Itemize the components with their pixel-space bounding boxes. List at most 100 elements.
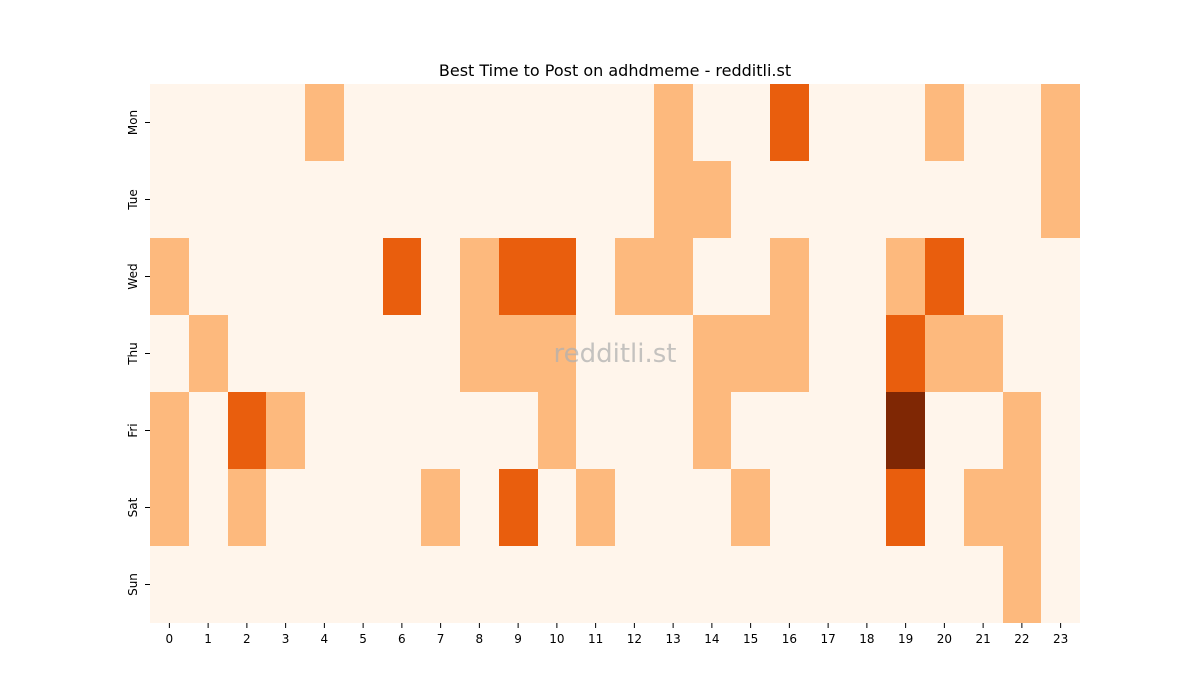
- x-tick-label: 7: [437, 632, 445, 646]
- x-tick-label: 22: [1014, 632, 1029, 646]
- heatmap-cell-fri-13: [654, 392, 693, 469]
- heatmap-cell-sat-4: [305, 469, 344, 546]
- heatmap-cell-tue-7: [421, 161, 460, 238]
- heatmap-cell-wed-4: [305, 238, 344, 315]
- heatmap-cell-wed-8: [460, 238, 499, 315]
- heatmap-cell-fri-1: [189, 392, 228, 469]
- x-tick-label: 11: [588, 632, 603, 646]
- heatmap-cell-thu-9: [499, 315, 538, 392]
- x-tick-label: 23: [1053, 632, 1068, 646]
- heatmap-cell-tue-4: [305, 161, 344, 238]
- heatmap-cell-sat-11: [576, 469, 615, 546]
- heatmap-cell-mon-0: [150, 84, 189, 161]
- heatmap-cell-sat-19: [886, 469, 925, 546]
- heatmap-cell-tue-2: [228, 161, 266, 238]
- heatmap-cell-mon-9: [499, 84, 538, 161]
- heatmap-cell-sat-15: [731, 469, 770, 546]
- heatmap-cell-thu-12: [615, 315, 654, 392]
- heatmap-cell-fri-14: [693, 392, 731, 469]
- x-tick-label: 10: [549, 632, 564, 646]
- heatmap-cell-thu-23: [1041, 315, 1080, 392]
- heatmap-cell-fri-0: [150, 392, 189, 469]
- heatmap-cell-thu-16: [770, 315, 809, 392]
- heatmap-cell-fri-15: [731, 392, 770, 469]
- heatmap-cell-sat-13: [654, 469, 693, 546]
- heatmap-cell-mon-10: [538, 84, 576, 161]
- heatmap-cell-fri-6: [383, 392, 421, 469]
- heatmap-cell-tue-11: [576, 161, 615, 238]
- heatmap-cell-mon-8: [460, 84, 499, 161]
- heatmap-cell-sun-8: [460, 546, 499, 623]
- heatmap-cell-tue-12: [615, 161, 654, 238]
- heatmap-cell-sun-17: [809, 546, 848, 623]
- heatmap-cell-sun-5: [344, 546, 383, 623]
- heatmap-cell-fri-22: [1003, 392, 1041, 469]
- x-tick-label: 0: [166, 632, 174, 646]
- heatmap-cell-sat-3: [266, 469, 305, 546]
- heatmap-cell-thu-4: [305, 315, 344, 392]
- x-tick-label: 19: [898, 632, 913, 646]
- heatmap-cell-sat-10: [538, 469, 576, 546]
- heatmap-cell-tue-19: [886, 161, 925, 238]
- heatmap-cell-fri-3: [266, 392, 305, 469]
- heatmap-cell-tue-8: [460, 161, 499, 238]
- y-tick-label: Fri: [126, 423, 140, 437]
- heatmap-cell-mon-2: [228, 84, 266, 161]
- heatmap-cell-thu-14: [693, 315, 731, 392]
- heatmap-cell-thu-0: [150, 315, 189, 392]
- heatmap-cell-tue-21: [964, 161, 1003, 238]
- heatmap-cell-mon-16: [770, 84, 809, 161]
- heatmap-cell-sun-16: [770, 546, 809, 623]
- heatmap-cell-sat-18: [848, 469, 886, 546]
- heatmap-cell-tue-3: [266, 161, 305, 238]
- y-tick-label: Wed: [126, 263, 140, 289]
- heatmap-cell-wed-0: [150, 238, 189, 315]
- heatmap-cell-thu-7: [421, 315, 460, 392]
- heatmap-cell-tue-14: [693, 161, 731, 238]
- heatmap-cell-sun-9: [499, 546, 538, 623]
- x-tick-label: 18: [859, 632, 874, 646]
- heatmap-cell-thu-13: [654, 315, 693, 392]
- heatmap-cell-thu-6: [383, 315, 421, 392]
- heatmap-cell-mon-6: [383, 84, 421, 161]
- heatmap-cell-tue-22: [1003, 161, 1041, 238]
- heatmap-cell-sun-6: [383, 546, 421, 623]
- heatmap-cell-mon-19: [886, 84, 925, 161]
- heatmap-cell-sun-22: [1003, 546, 1041, 623]
- heatmap-cell-wed-1: [189, 238, 228, 315]
- heatmap-cell-thu-20: [925, 315, 964, 392]
- heatmap-cell-wed-5: [344, 238, 383, 315]
- heatmap-cell-sun-20: [925, 546, 964, 623]
- heatmap-cell-mon-21: [964, 84, 1003, 161]
- heatmap-cell-thu-22: [1003, 315, 1041, 392]
- x-tick-label: 3: [282, 632, 290, 646]
- heatmap-cell-fri-7: [421, 392, 460, 469]
- heatmap-cell-wed-17: [809, 238, 848, 315]
- heatmap-cell-thu-2: [228, 315, 266, 392]
- heatmap-cell-tue-15: [731, 161, 770, 238]
- heatmap-cell-fri-12: [615, 392, 654, 469]
- heatmap-cell-thu-18: [848, 315, 886, 392]
- heatmap-cell-sun-23: [1041, 546, 1080, 623]
- x-tick-label: 15: [743, 632, 758, 646]
- x-tick-label: 16: [782, 632, 797, 646]
- y-tick-label: Thu: [126, 342, 140, 366]
- heatmap-cell-fri-17: [809, 392, 848, 469]
- heatmap-cell-wed-20: [925, 238, 964, 315]
- heatmap-cell-mon-7: [421, 84, 460, 161]
- heatmap-cell-fri-11: [576, 392, 615, 469]
- y-tick-label: Sat: [126, 497, 140, 517]
- heatmap-cell-wed-12: [615, 238, 654, 315]
- x-tick-label: 17: [820, 632, 835, 646]
- heatmap-cell-mon-23: [1041, 84, 1080, 161]
- heatmap-cell-mon-5: [344, 84, 383, 161]
- heatmap-cell-wed-6: [383, 238, 421, 315]
- heatmap-cell-tue-17: [809, 161, 848, 238]
- heatmap-cell-wed-14: [693, 238, 731, 315]
- heatmap-cell-mon-3: [266, 84, 305, 161]
- x-axis: 0 1 2 3 4 5 6 7 8 9 10 11 12 13 14 15 16 17 18 19 20 21 22 23: [166, 623, 1068, 646]
- heatmap-cell-sun-3: [266, 546, 305, 623]
- heatmap-cell-fri-18: [848, 392, 886, 469]
- heatmap-cell-wed-11: [576, 238, 615, 315]
- heatmap-cell-sun-10: [538, 546, 576, 623]
